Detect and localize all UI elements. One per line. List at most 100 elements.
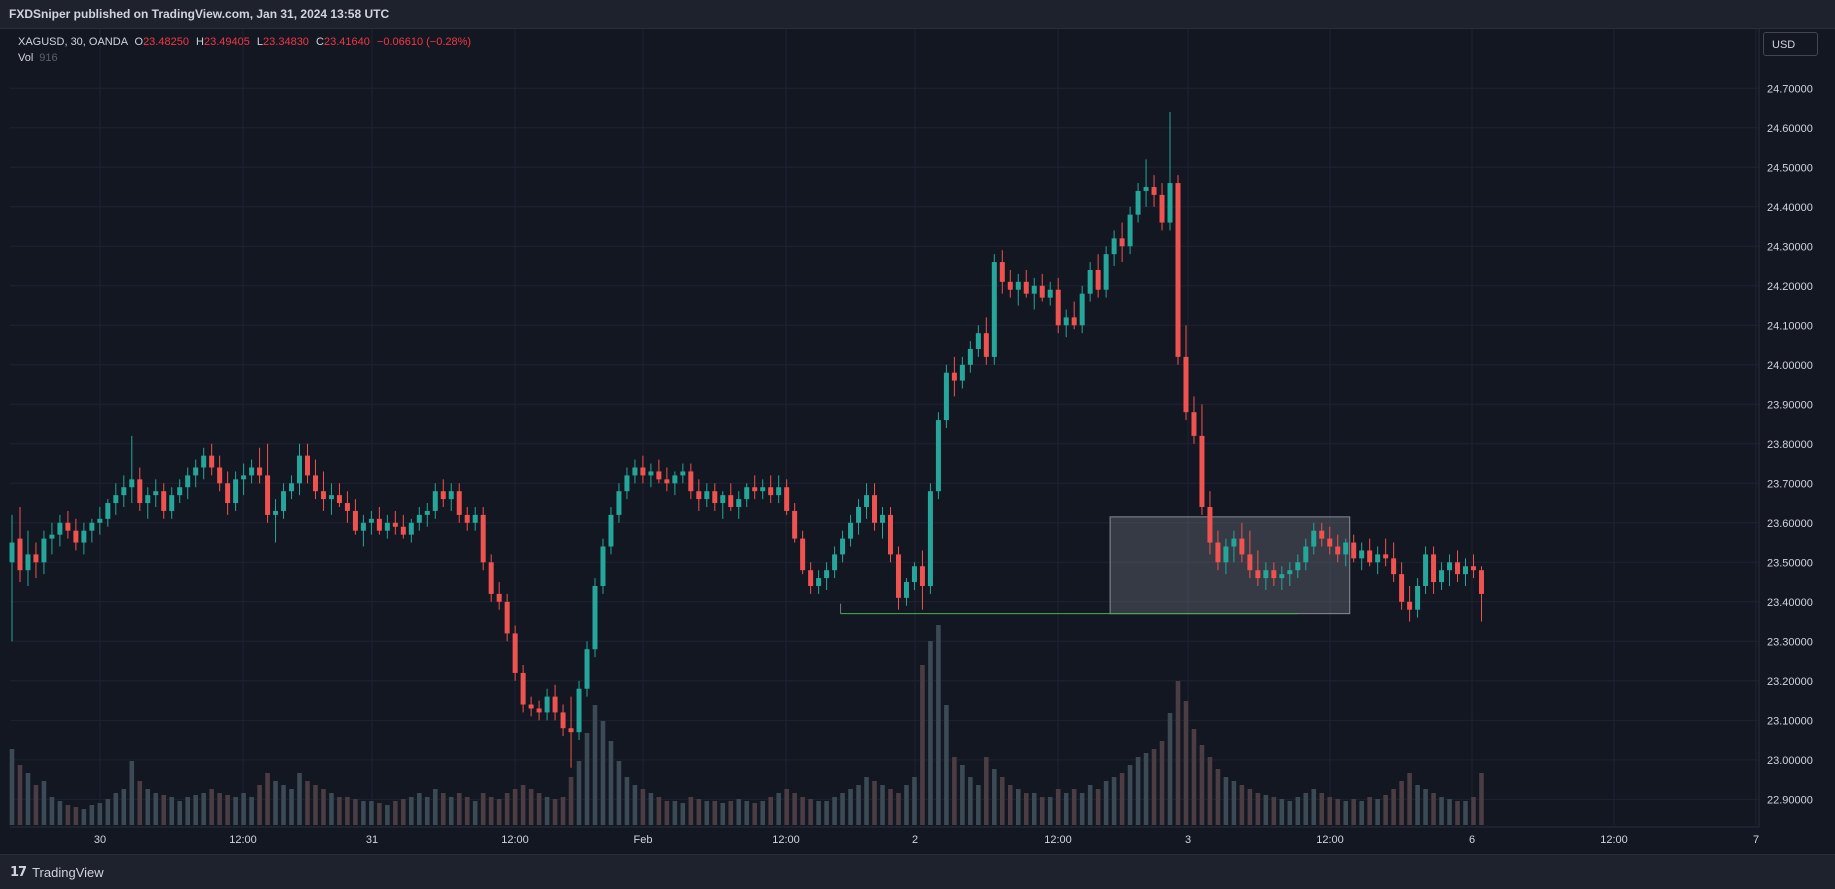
- price-tick-label: 24.40000: [1767, 202, 1813, 214]
- volume-bar: [800, 797, 805, 825]
- volume-bar: [1055, 789, 1061, 825]
- candle-body: [432, 491, 438, 511]
- volume-bar: [353, 799, 358, 825]
- candle-body: [1007, 281, 1013, 290]
- candle-body: [1047, 289, 1053, 298]
- candle-body: [576, 688, 582, 733]
- symbol-name[interactable]: XAGUSD, 30, OANDA: [18, 36, 128, 48]
- volume-legend[interactable]: Vol 916: [18, 52, 58, 64]
- candle-body: [1079, 293, 1085, 326]
- candle-body: [632, 467, 638, 476]
- volume-bar: [632, 785, 638, 825]
- volume-bar: [321, 789, 326, 825]
- candle-body: [1191, 412, 1197, 436]
- candle-body: [911, 566, 917, 583]
- price-axis[interactable]: 24.70000 24.60000 24.50000 24.40000 24.30000…: [1758, 29, 1835, 854]
- candle-body: [1407, 601, 1413, 610]
- candle-body: [1223, 546, 1229, 563]
- candle-body: [1271, 570, 1277, 579]
- volume-bar: [536, 793, 542, 825]
- volume-bar: [297, 773, 302, 825]
- volume-bar: [289, 789, 294, 825]
- volume-bar: [1447, 799, 1452, 825]
- candle-body: [344, 503, 350, 511]
- volume-bar: [153, 793, 159, 825]
- candle-body: [983, 333, 989, 357]
- candle-body: [1335, 546, 1341, 555]
- time-tick-label: 12:00: [1316, 834, 1344, 846]
- volume-bar: [1199, 745, 1205, 825]
- volume-bar: [448, 797, 454, 825]
- footer-bar: 17 TradingView: [0, 854, 1835, 889]
- volume-bar: [1031, 793, 1037, 825]
- candle-body: [1391, 558, 1397, 575]
- candle-body: [1439, 570, 1445, 583]
- volume-bar: [9, 749, 15, 825]
- candle-body: [1167, 183, 1173, 223]
- volume-bar: [1183, 701, 1189, 825]
- volume-bar: [385, 805, 390, 825]
- candle-body: [528, 704, 534, 709]
- candle-body: [1239, 538, 1245, 555]
- candle-body: [872, 495, 878, 523]
- volume-bar: [1287, 801, 1293, 825]
- candle-body: [680, 471, 686, 476]
- candle-body: [289, 483, 295, 492]
- candle-body: [1463, 566, 1469, 575]
- candle-body: [919, 566, 925, 587]
- price-chart[interactable]: 24.70000 24.60000 24.50000 24.40000 24.30000…: [0, 29, 1835, 854]
- volume-bar: [137, 781, 143, 825]
- chart-grid: [10, 29, 1759, 825]
- volume-bar: [1271, 797, 1277, 825]
- price-tick-label: 23.90000: [1767, 399, 1813, 411]
- volume-bar: [1127, 765, 1133, 825]
- volume-value: 916: [39, 52, 58, 64]
- volume-bar: [1351, 799, 1356, 825]
- volume-bar: [1039, 797, 1045, 825]
- tradingview-logo[interactable]: 17 TradingView: [10, 865, 104, 880]
- time-tick-label: 12:00: [1600, 834, 1628, 846]
- volume-bar: [377, 803, 382, 825]
- candle-body: [360, 522, 366, 531]
- volume-bar: [824, 801, 829, 825]
- volume-bar: [1279, 799, 1285, 825]
- chart-annotations: [840, 516, 1351, 615]
- candle-body: [416, 514, 422, 523]
- candle-body: [129, 479, 135, 488]
- candle-body: [760, 487, 766, 492]
- volume-bar: [1471, 797, 1476, 825]
- volume-bar: [1167, 713, 1173, 825]
- candle-body: [33, 554, 39, 563]
- symbol-legend[interactable]: XAGUSD, 30, OANDA O23.48250 H23.49405 L2…: [18, 36, 471, 48]
- candle-body: [73, 530, 79, 543]
- candle-body: [1423, 554, 1429, 587]
- volume-bar: [568, 777, 574, 825]
- candle-body: [1231, 538, 1237, 547]
- volume-bar: [1407, 773, 1412, 825]
- volume-bar: [1375, 799, 1380, 825]
- volume-bar: [496, 799, 502, 825]
- volume-bar: [656, 797, 662, 825]
- candle-body: [1247, 554, 1253, 571]
- candle-body: [816, 578, 822, 587]
- volume-bar: [928, 641, 933, 825]
- time-axis[interactable]: 30 12:00 31 12:00 Feb 12:00 2 12:00 3 12:00 6 12:00…: [10, 826, 1759, 846]
- open-value: 23.48250: [143, 36, 189, 48]
- volume-bar: [65, 805, 71, 825]
- candle-body: [49, 534, 55, 539]
- volume-bar: [640, 789, 646, 825]
- time-tick-label: 12:00: [501, 834, 529, 846]
- volume-bar: [41, 781, 47, 825]
- candles: [9, 111, 1484, 768]
- low-label: L: [256, 36, 264, 48]
- candle-body: [320, 491, 326, 500]
- volume-bar: [73, 807, 79, 825]
- candle-body: [1103, 254, 1109, 290]
- currency-button[interactable]: USD: [1763, 32, 1818, 56]
- price-tick-label: 23.10000: [1767, 715, 1813, 727]
- volume-bar: [488, 797, 494, 825]
- volume-bar: [688, 797, 694, 825]
- price-tick-label: 24.10000: [1767, 320, 1813, 332]
- volume-bar: [664, 801, 670, 825]
- volume-bar: [1303, 793, 1309, 825]
